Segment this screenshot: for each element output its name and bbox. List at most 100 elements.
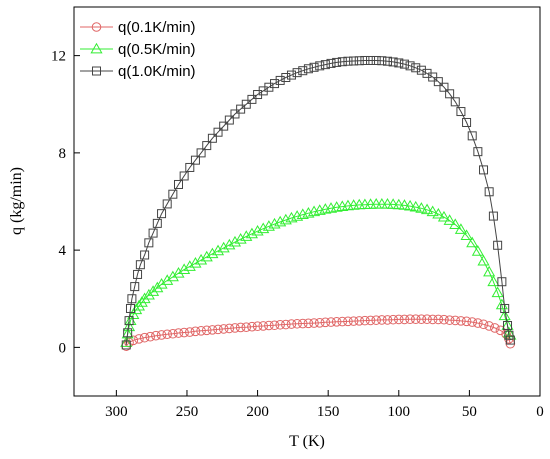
data-point — [360, 315, 370, 326]
data-point — [152, 218, 162, 228]
data-point — [444, 315, 455, 325]
data-point — [433, 77, 443, 87]
data-point — [162, 199, 172, 209]
data-point — [314, 318, 325, 328]
legend-label: q(1.0K/min) — [118, 63, 196, 80]
data-point — [393, 314, 404, 325]
data-point — [371, 55, 381, 65]
data-point — [392, 198, 405, 210]
data-point — [399, 59, 409, 69]
data-point — [179, 171, 189, 181]
data-point — [388, 314, 398, 325]
data-point — [275, 319, 285, 330]
data-point — [147, 285, 160, 296]
series-circle — [121, 314, 516, 351]
legend-marker — [90, 42, 103, 54]
x-tick-label: 50 — [462, 404, 477, 420]
x-axis-label: T (K) — [289, 433, 325, 450]
data-point — [270, 79, 280, 89]
data-point — [230, 323, 240, 333]
data-point — [228, 235, 242, 247]
data-point — [240, 230, 253, 241]
data-point — [354, 56, 364, 66]
data-point — [125, 303, 135, 313]
data-point — [466, 236, 479, 248]
data-point — [292, 68, 302, 78]
data-point — [251, 224, 264, 236]
data-point — [450, 315, 461, 326]
legend-item: q(0.1K/min) — [80, 19, 196, 36]
legend-item: q(0.5K/min) — [80, 41, 196, 58]
data-point — [200, 250, 213, 262]
data-point — [139, 332, 150, 343]
data-point — [236, 104, 246, 114]
data-point — [497, 277, 507, 287]
data-point — [454, 223, 467, 234]
data-point — [477, 254, 490, 266]
data-point — [148, 228, 158, 238]
data-point — [320, 317, 331, 328]
data-point — [399, 314, 410, 325]
data-point — [245, 227, 258, 239]
data-point — [262, 220, 275, 231]
data-point — [142, 288, 155, 300]
data-point — [490, 323, 500, 333]
series-square — [121, 55, 515, 350]
data-point — [213, 324, 223, 335]
data-point — [247, 94, 257, 104]
data-point — [179, 327, 189, 338]
data-point — [426, 205, 439, 217]
data-point — [206, 247, 219, 259]
data-point — [349, 56, 359, 66]
data-point — [439, 82, 449, 92]
data-point — [274, 215, 287, 227]
data-point — [382, 56, 392, 66]
data-point — [173, 179, 183, 189]
data-point — [387, 198, 400, 209]
data-point — [462, 117, 472, 127]
data-point — [416, 314, 427, 324]
legend-item: q(1.0K/min) — [80, 63, 196, 80]
data-point — [382, 315, 393, 325]
data-point — [467, 131, 477, 141]
series-layer — [120, 55, 517, 351]
x-tick-label: 100 — [388, 404, 411, 420]
data-point — [211, 244, 225, 256]
data-point — [326, 58, 336, 68]
y-tick-label: 4 — [59, 243, 67, 259]
data-point — [207, 325, 218, 335]
data-point — [405, 61, 415, 71]
data-point — [183, 260, 196, 271]
data-point — [178, 263, 191, 274]
data-point — [309, 318, 319, 328]
data-point — [161, 274, 174, 285]
data-point — [326, 317, 336, 327]
data-point — [473, 147, 483, 157]
data-point — [247, 321, 257, 332]
data-point — [162, 329, 172, 340]
data-point — [315, 61, 325, 71]
data-point — [348, 316, 359, 326]
x-tick-label: 150 — [317, 404, 340, 420]
data-point — [156, 330, 167, 340]
data-point — [398, 199, 411, 210]
data-point — [420, 203, 434, 215]
data-point — [337, 316, 348, 327]
data-point — [123, 320, 136, 332]
data-point — [360, 55, 370, 65]
data-point — [297, 318, 308, 329]
data-point — [166, 270, 179, 282]
legend-label: q(0.1K/min) — [118, 19, 196, 36]
data-point — [467, 317, 478, 327]
data-point — [483, 265, 496, 277]
data-point — [279, 213, 292, 225]
data-point — [121, 340, 131, 350]
legend: q(0.1K/min) q(0.5K/min) q(1.0K/min) — [80, 19, 196, 80]
y-axis-ticks: 0 4 8 12 — [51, 49, 80, 356]
plot-area: 300 250 200 150 100 50 0 0 4 8 12 — [51, 6, 544, 420]
data-point — [127, 294, 137, 304]
data-point — [173, 328, 184, 338]
data-point — [135, 260, 145, 270]
data-point — [500, 303, 510, 313]
x-tick-label: 300 — [105, 404, 128, 420]
